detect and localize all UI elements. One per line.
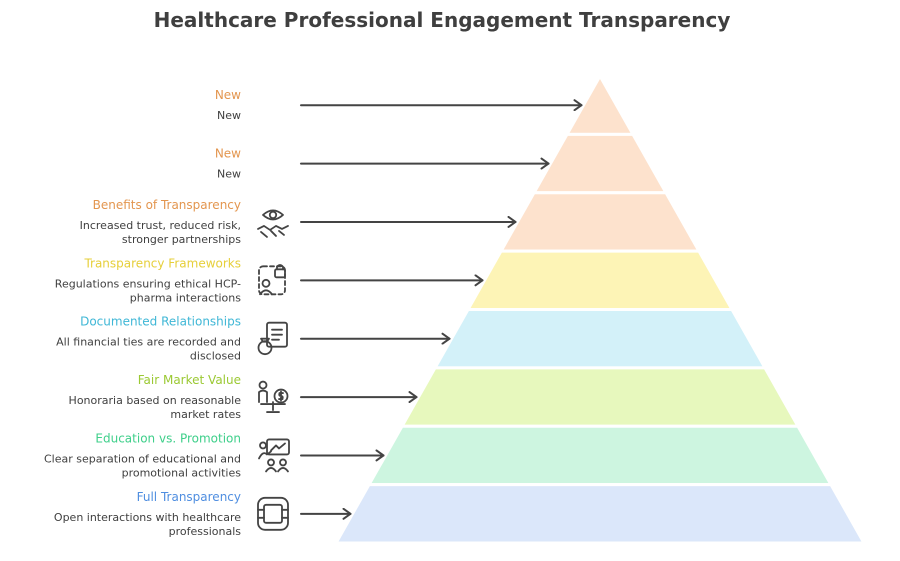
labels: New New New New Benefits of Transparency Incr… [44, 88, 241, 538]
level-title: Education vs. Promotion [95, 431, 241, 445]
pyramid-level-6 [400, 366, 800, 428]
level-description: Increased trust, reduced risk, [80, 219, 241, 232]
pyramid-level-2 [532, 132, 668, 195]
level-description: market rates [170, 408, 241, 421]
handshake-eye-icon [257, 209, 289, 238]
level-description: pharma interactions [130, 291, 241, 304]
level-description: disclosed [190, 350, 241, 363]
level-title: Full Transparency [137, 490, 241, 504]
level-title: Fair Market Value [138, 373, 241, 387]
page-title: Healthcare Professional Engagement Trans… [153, 8, 731, 32]
pyramid-level-5 [433, 308, 767, 370]
pyramid-level-8 [334, 483, 866, 545]
level-description: promotional activities [122, 466, 242, 479]
level-description: Regulations ensuring ethical HCP- [55, 277, 241, 290]
window-icon [257, 496, 289, 531]
level-description: stronger partnerships [122, 233, 241, 246]
arrows [300, 99, 583, 520]
level-title: Documented Relationships [80, 315, 241, 329]
pyramid [334, 74, 866, 545]
level-description: Open interactions with healthcare [54, 511, 241, 524]
level-title: Transparency Frameworks [83, 256, 241, 270]
level-description: Honoraria based on reasonable [69, 394, 242, 407]
document-money-icon [257, 321, 288, 356]
level-title: New [215, 147, 241, 161]
pyramid-level-3 [499, 191, 701, 253]
icons [257, 209, 290, 531]
user-lock-icon [258, 264, 286, 296]
presentation-icon [258, 438, 290, 473]
level-description: New [217, 168, 241, 181]
pyramid-level-7 [367, 424, 833, 487]
level-title: New [215, 88, 241, 102]
level-title: Benefits of Transparency [93, 198, 241, 212]
pyramid-level-4 [466, 249, 734, 311]
level-description: Clear separation of educational and [44, 452, 241, 465]
level-description: All financial ties are recorded and [56, 336, 241, 349]
level-description: New [217, 109, 241, 122]
level-description: professionals [169, 525, 242, 538]
person-scale-icon [258, 380, 289, 413]
